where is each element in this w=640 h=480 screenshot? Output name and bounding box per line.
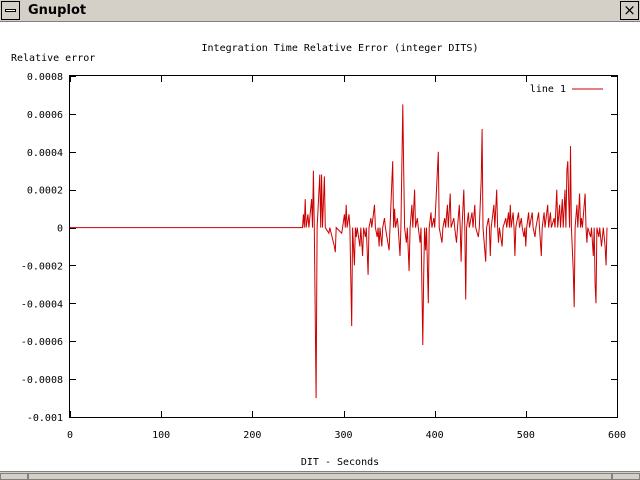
- y-tick-label: -0.0006: [21, 337, 63, 348]
- y-tick-label: 0.0004: [27, 148, 63, 159]
- legend: line 1: [530, 84, 603, 95]
- window-menu-button[interactable]: [1, 1, 20, 20]
- y-tick-label: 0.0002: [27, 186, 63, 197]
- window-menu-icon: [5, 9, 16, 12]
- x-tick-label: 100: [152, 430, 170, 441]
- y-tick-label: 0: [57, 224, 63, 235]
- x-tick-label: 0: [67, 430, 73, 441]
- x-tick-label: 500: [517, 430, 535, 441]
- frame-edge-bottom[interactable]: [28, 473, 612, 480]
- x-tick-label: 300: [334, 430, 352, 441]
- plot-frame: [69, 75, 618, 418]
- x-tick-label: 200: [243, 430, 261, 441]
- chart-title: Integration Time Relative Error (integer…: [202, 43, 479, 54]
- window-bottom-frame: [0, 471, 640, 480]
- y-tick-label: -0.001: [27, 413, 63, 424]
- x-axis-label: DIT - Seconds: [301, 457, 379, 468]
- y-tick-label: -0.0004: [21, 299, 63, 310]
- axis-ticks: 0 100 200 300 400 500 600 0.0008 0.0006 0.0004 0.0…: [21, 72, 626, 441]
- legend-label-line-1: line 1: [530, 84, 566, 95]
- window-title: Gnuplot: [28, 3, 87, 18]
- y-tick-label: 0.0006: [27, 110, 63, 121]
- y-tick-label: -0.0008: [21, 375, 63, 386]
- y-axis-label: Relative error: [11, 53, 95, 64]
- series-layer: [70, 104, 608, 399]
- y-tick-label: 0.0008: [27, 72, 63, 83]
- y-tick-label: -0.0002: [21, 261, 63, 272]
- x-tick-label: 600: [608, 430, 626, 441]
- x-tick-label: 400: [426, 430, 444, 441]
- plot-area: Integration Time Relative Error (integer…: [11, 43, 626, 468]
- close-button[interactable]: ×: [620, 1, 639, 20]
- frame-corner-left[interactable]: [0, 473, 28, 480]
- series-line-1: [70, 104, 608, 399]
- frame-corner-right[interactable]: [612, 473, 640, 480]
- window-titlebar[interactable]: Gnuplot ×: [0, 0, 640, 22]
